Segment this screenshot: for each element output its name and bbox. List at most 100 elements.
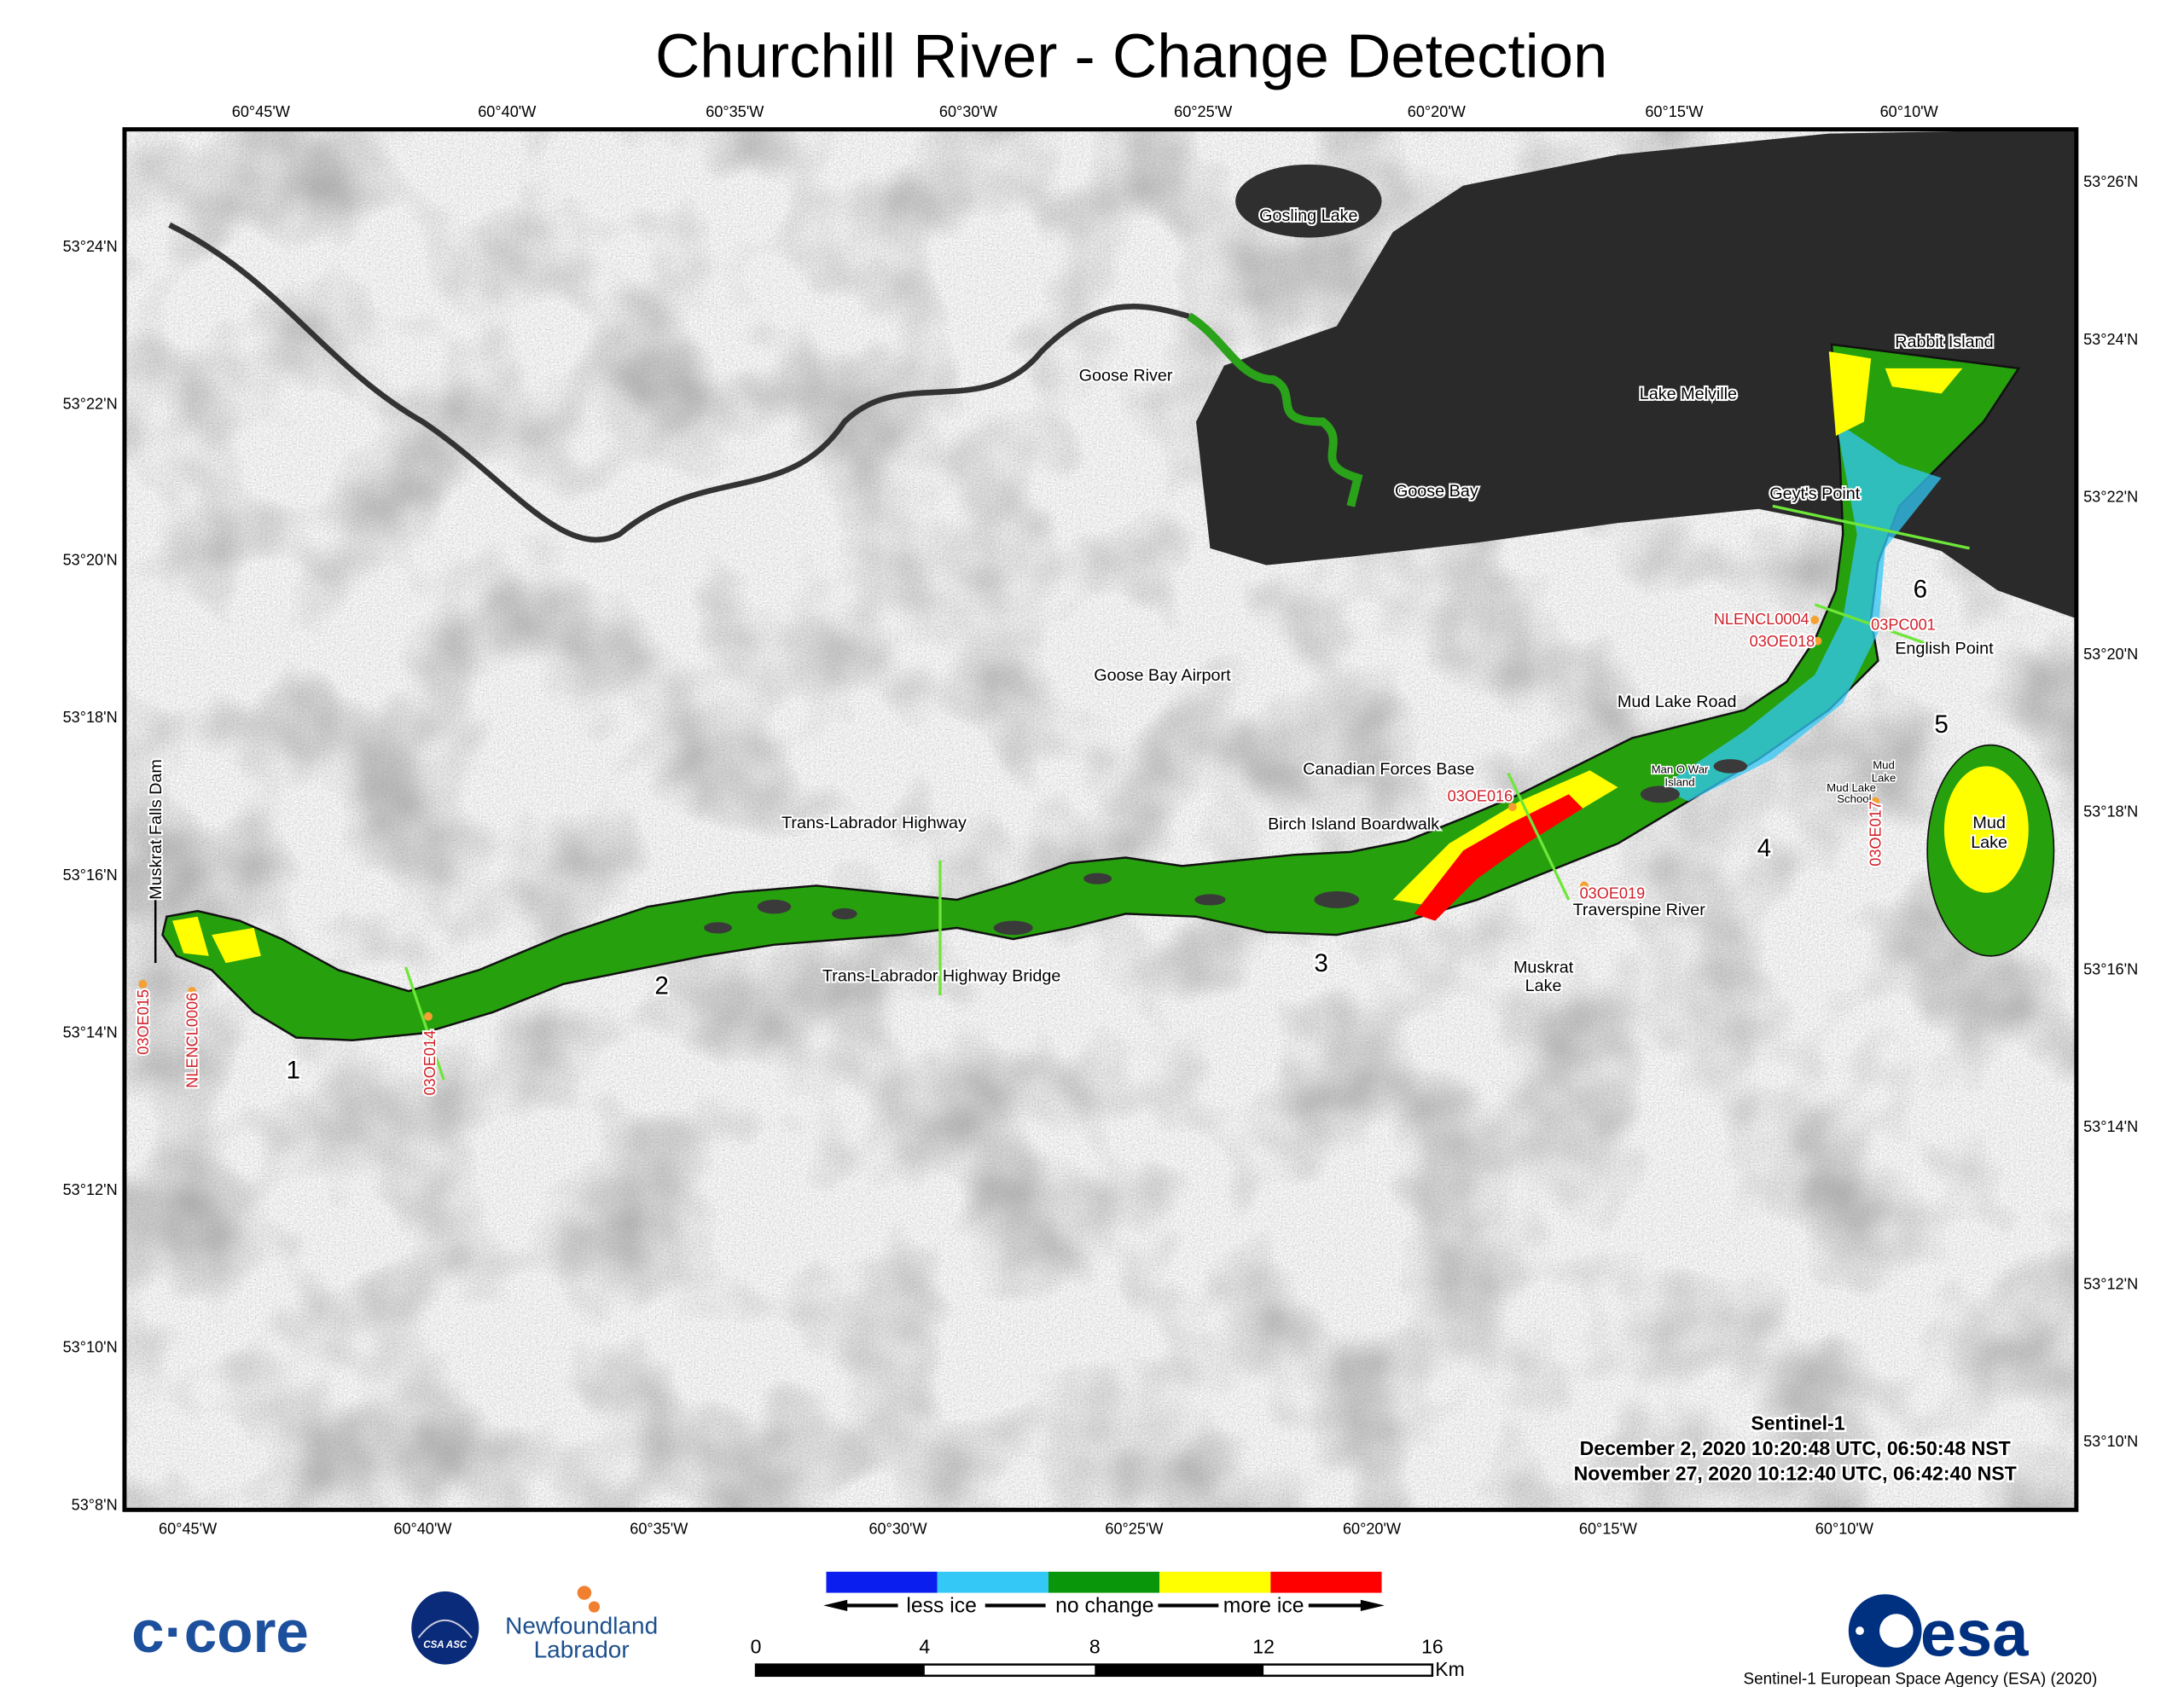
map-area: Gosling Lake Goose River Lake Melville R… bbox=[124, 129, 2077, 1510]
lon-tick-label: 60°35'W bbox=[630, 1520, 688, 1537]
ccore-logo: c·core bbox=[131, 1598, 309, 1665]
scale-tick-0: 0 bbox=[751, 1635, 762, 1657]
label-mud-lake-school-2: School bbox=[1837, 792, 1871, 805]
lon-tick-label: 60°15'W bbox=[1645, 103, 1704, 120]
section-3: 3 bbox=[1314, 949, 1328, 977]
change-legend: less ice no change more ice bbox=[823, 1571, 1385, 1618]
goose-river-change bbox=[1187, 312, 1363, 507]
label-gosling-lake: Gosling Lake bbox=[1259, 206, 1357, 225]
label-mud-lake-small-1: Mud bbox=[1873, 759, 1895, 772]
mud-lake-more-ice bbox=[1943, 766, 2029, 893]
more-ice-area bbox=[1392, 351, 1963, 907]
transect-lines bbox=[404, 504, 1970, 1081]
station-nlencl0004: NLENCL0004 bbox=[1714, 611, 1809, 628]
scale-tick-12: 12 bbox=[1252, 1635, 1275, 1657]
lon-tick-label: 60°40'W bbox=[393, 1520, 452, 1537]
lat-tick-label: 53°22'N bbox=[2083, 488, 2138, 505]
arrow-right-icon bbox=[1360, 1599, 1385, 1611]
lon-tick-label: 60°45'W bbox=[159, 1520, 218, 1537]
legend-no-change: no change bbox=[1055, 1595, 1153, 1618]
esa-logo: esa bbox=[1848, 1594, 2029, 1671]
scale-tick-16: 16 bbox=[1421, 1635, 1443, 1657]
section-1: 1 bbox=[286, 1056, 300, 1084]
lon-tick-label: 60°20'W bbox=[1343, 1520, 1402, 1537]
lat-tick-label: 53°8'N bbox=[72, 1496, 118, 1513]
lat-tick-label: 53°24'N bbox=[63, 238, 118, 255]
label-canadian-forces-base: Canadian Forces Base bbox=[1303, 760, 1474, 779]
label-goose-bay-airport: Goose Bay Airport bbox=[1094, 666, 1231, 685]
section-2: 2 bbox=[654, 971, 669, 1000]
lat-tick-label: 53°12'N bbox=[63, 1181, 118, 1198]
label-highway-bridge: Trans-Labrador Highway Bridge bbox=[822, 967, 1060, 986]
legend-swatch-much-less-ice bbox=[826, 1571, 938, 1593]
legend-swatch-more-ice bbox=[1159, 1571, 1271, 1593]
scale-unit: Km bbox=[1435, 1658, 1465, 1680]
svg-text:esa: esa bbox=[1920, 1598, 2029, 1671]
lat-tick-label: 53°12'N bbox=[2083, 1276, 2138, 1293]
legend-more-ice: more ice bbox=[1223, 1595, 1304, 1618]
lon-tick-label: 60°45'W bbox=[232, 103, 291, 120]
bottom-longitude-labels: 60°45'W 60°40'W 60°35'W 60°30'W 60°25'W … bbox=[159, 1520, 1874, 1537]
label-goose-river: Goose River bbox=[1079, 367, 1173, 386]
page-title: Churchill River - Change Detection bbox=[655, 22, 1607, 91]
csa-logo: CSA ASC bbox=[411, 1591, 479, 1665]
less-ice-area bbox=[1659, 421, 1942, 802]
lon-tick-label: 60°30'W bbox=[939, 103, 998, 120]
label-mud-lake-1: Mud bbox=[1972, 814, 2005, 832]
lat-tick-label: 53°24'N bbox=[2083, 331, 2138, 348]
legend-swatch-less-ice bbox=[937, 1571, 1048, 1593]
legend-swatch-no-change bbox=[1048, 1571, 1160, 1593]
scale-bar: 0 4 8 12 16 Km bbox=[751, 1635, 1465, 1679]
label-muskrat-falls-dam: Muskrat Falls Dam bbox=[147, 759, 166, 900]
svg-text:Newfoundland: Newfoundland bbox=[505, 1612, 658, 1638]
scale-tick-4: 4 bbox=[919, 1635, 930, 1657]
lat-tick-label: 53°18'N bbox=[2083, 803, 2138, 820]
legend-less-ice: less ice bbox=[906, 1595, 976, 1618]
station-markers bbox=[138, 615, 1880, 1021]
lon-tick-label: 60°30'W bbox=[868, 1520, 927, 1537]
right-latitude-labels: 53°26'N 53°24'N 53°22'N 53°20'N 53°18'N … bbox=[2083, 173, 2138, 1450]
label-mud-lake-school-1: Mud Lake bbox=[1827, 781, 1876, 794]
lat-tick-label: 53°20'N bbox=[2083, 646, 2138, 663]
lon-tick-label: 60°10'W bbox=[1880, 103, 1939, 120]
label-english-point: English Point bbox=[1895, 639, 1994, 658]
label-birch-island: Birch Island Boardwalk bbox=[1268, 815, 1439, 834]
station-03oe015: 03OE015 bbox=[135, 989, 152, 1055]
scale-tick-8: 8 bbox=[1089, 1635, 1101, 1657]
lat-tick-label: 53°22'N bbox=[63, 396, 118, 413]
label-muskrat-lake-2: Lake bbox=[1525, 977, 1562, 995]
svg-text:CSA ASC: CSA ASC bbox=[423, 1640, 468, 1650]
west-more-ice bbox=[171, 916, 261, 964]
station-03pc001: 03PC001 bbox=[1871, 616, 1936, 633]
label-lake-melville: Lake Melville bbox=[1640, 385, 1737, 403]
station-03oe016: 03OE016 bbox=[1448, 788, 1513, 805]
arrow-left-icon bbox=[823, 1599, 848, 1611]
legend-swatch-much-more-ice bbox=[1270, 1571, 1382, 1593]
lat-tick-label: 53°18'N bbox=[63, 709, 118, 726]
label-muskrat-lake-1: Muskrat bbox=[1513, 959, 1574, 977]
label-rabbit-island: Rabbit Island bbox=[1895, 333, 1993, 351]
sensor-name: Sentinel-1 bbox=[1751, 1412, 1844, 1434]
churchill-river-change bbox=[161, 343, 2021, 1042]
newfoundland-labrador-logo: Newfoundland Labrador bbox=[505, 1586, 658, 1662]
lat-tick-label: 53°16'N bbox=[63, 867, 118, 884]
lat-tick-label: 53°14'N bbox=[63, 1023, 118, 1041]
lon-tick-label: 60°35'W bbox=[706, 103, 764, 120]
map-frame bbox=[122, 127, 2079, 1512]
label-mud-lake-road: Mud Lake Road bbox=[1618, 693, 1737, 711]
most-ice-area bbox=[1414, 794, 1583, 921]
section-4: 4 bbox=[1757, 834, 1772, 862]
lat-tick-label: 53°16'N bbox=[2083, 960, 2138, 977]
lat-tick-label: 53°14'N bbox=[2083, 1118, 2138, 1135]
lon-tick-label: 60°10'W bbox=[1815, 1520, 1874, 1537]
islands bbox=[704, 759, 1748, 936]
lat-tick-label: 53°26'N bbox=[2083, 173, 2138, 190]
lat-tick-label: 53°20'N bbox=[63, 552, 118, 569]
gosling-lake-water bbox=[1235, 164, 1382, 238]
station-03oe014: 03OE014 bbox=[421, 1030, 439, 1096]
station-03oe017: 03OE017 bbox=[1867, 801, 1885, 867]
label-mud-lake-small-2: Lake bbox=[1872, 771, 1896, 784]
station-03oe019: 03OE019 bbox=[1580, 884, 1646, 901]
svg-text:c·core: c·core bbox=[131, 1598, 309, 1665]
